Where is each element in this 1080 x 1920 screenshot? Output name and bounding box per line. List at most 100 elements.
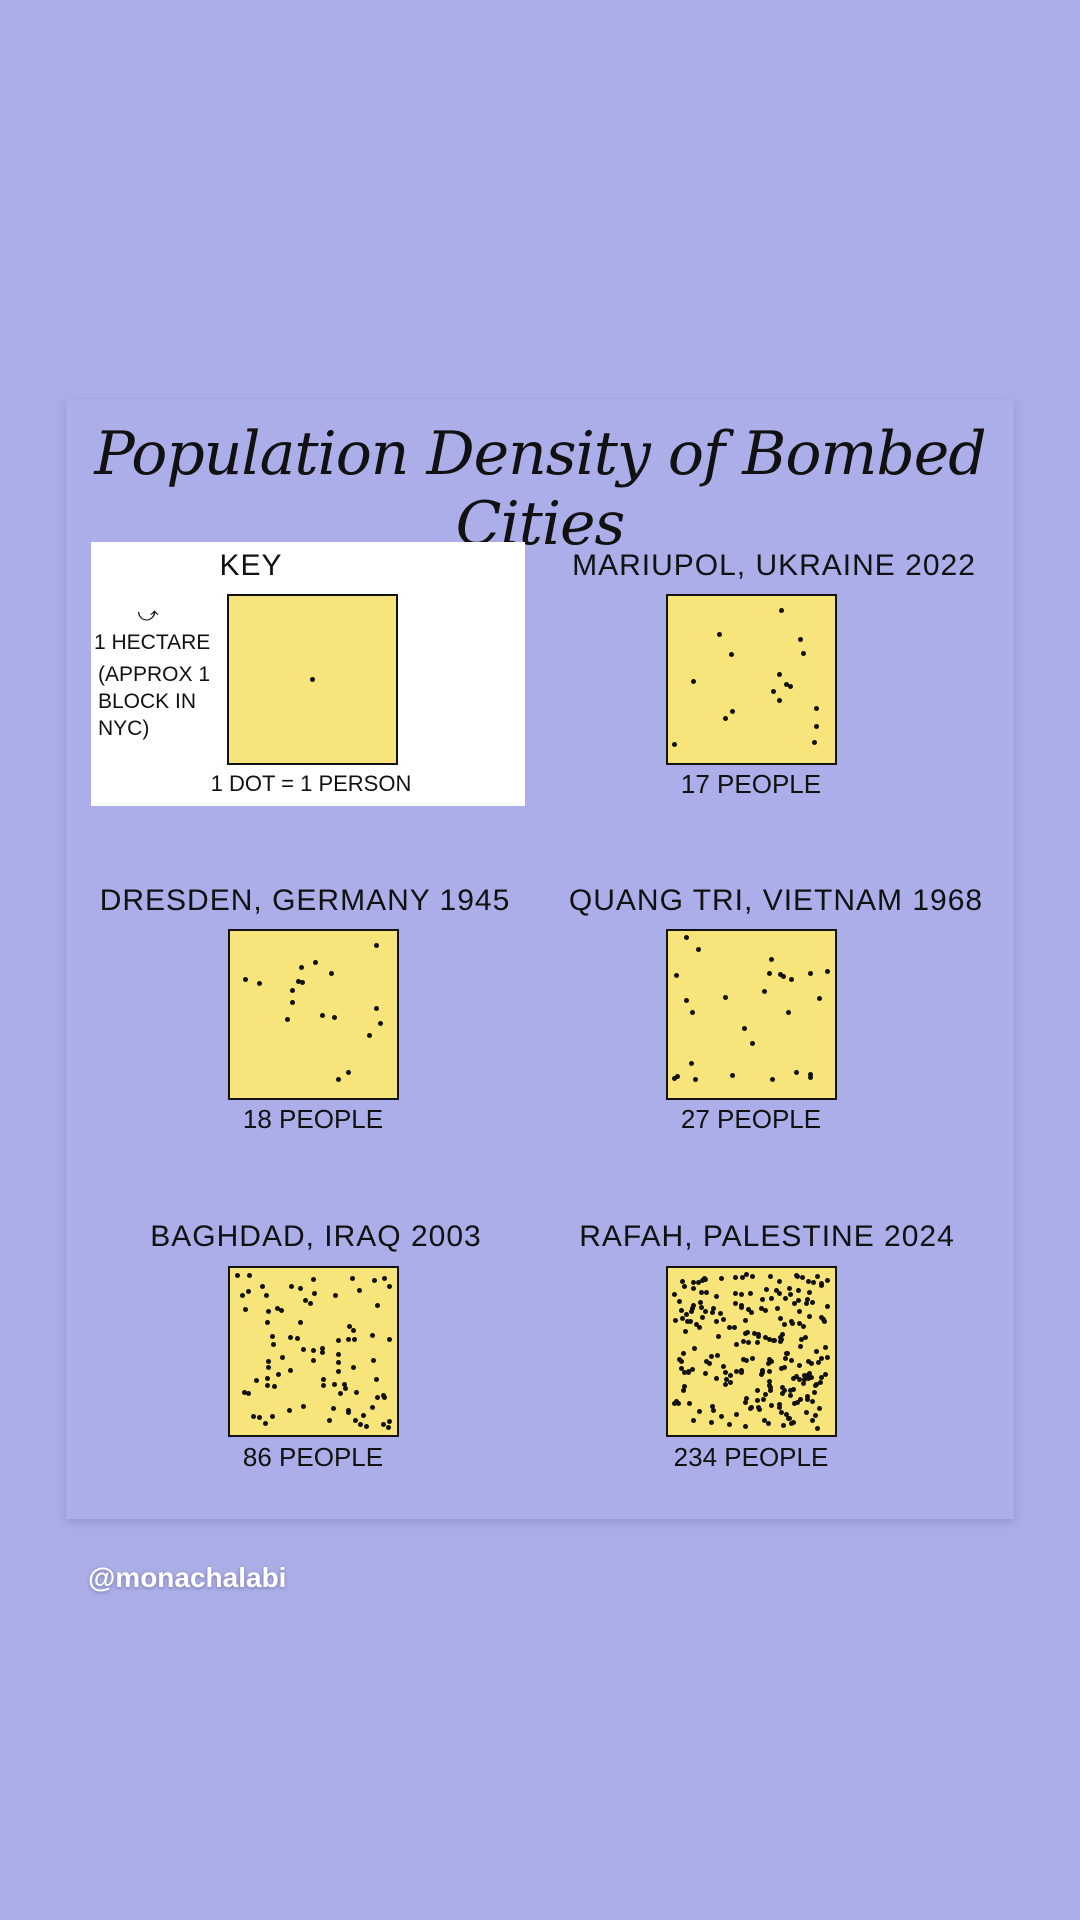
person-dot (785, 1351, 791, 1357)
person-dot (672, 1317, 678, 1323)
person-dot (716, 632, 722, 638)
person-dot (243, 1307, 249, 1313)
person-dot (375, 1302, 381, 1308)
person-dot (809, 1375, 815, 1381)
person-dot (678, 1307, 684, 1313)
person-dot (335, 1360, 341, 1366)
author-handle[interactable]: @monachalabi (88, 1562, 287, 1593)
person-dot (699, 1314, 705, 1320)
person-dot (691, 1345, 697, 1351)
person-dot (381, 1275, 387, 1281)
person-dot (783, 1356, 789, 1362)
person-dot (677, 1298, 683, 1304)
person-dot (683, 1312, 689, 1318)
person-dot (691, 1418, 697, 1424)
person-dot (320, 1350, 326, 1356)
person-dot (246, 1288, 252, 1294)
person-dot (381, 1393, 387, 1399)
person-dot (702, 1370, 708, 1376)
person-dot (805, 1397, 811, 1403)
person-dot (302, 1297, 308, 1303)
person-dot (254, 1377, 260, 1383)
person-dot (809, 1300, 815, 1306)
person-dot (717, 1311, 723, 1317)
person-dot (762, 988, 768, 994)
person-dot (768, 1274, 774, 1280)
person-dot (262, 1421, 268, 1427)
person-dot (803, 1334, 809, 1340)
person-dot (733, 1411, 739, 1417)
person-dot (738, 1304, 744, 1310)
person-dot (349, 1276, 355, 1281)
person-dot (787, 1285, 793, 1291)
person-dot (723, 1382, 729, 1388)
person-dot (810, 1417, 816, 1423)
person-dot (672, 1292, 678, 1298)
person-dot (297, 1286, 303, 1292)
person-dot (798, 1397, 804, 1403)
person-dot (816, 1405, 822, 1411)
person-dot (806, 1358, 812, 1364)
person-dot (797, 637, 803, 643)
person-dot (823, 1345, 829, 1351)
person-dot (738, 1367, 744, 1373)
person-dot (815, 1425, 821, 1431)
person-dot (280, 1355, 286, 1361)
person-dot (681, 1351, 686, 1357)
person-dot (345, 1337, 351, 1343)
person-dot (743, 1272, 749, 1278)
person-dot (691, 1280, 697, 1286)
person-dot (360, 1412, 366, 1418)
person-dot (714, 1352, 720, 1358)
person-dot (270, 1414, 276, 1420)
person-dot (809, 1361, 815, 1367)
person-dot (732, 1300, 738, 1306)
person-dot (690, 1010, 696, 1016)
person-dot (781, 1321, 787, 1327)
person-dot (747, 1405, 753, 1411)
person-dot (312, 1290, 318, 1296)
person-dot (689, 1061, 695, 1067)
person-dot (687, 1401, 693, 1407)
person-dot (777, 1290, 783, 1296)
person-dot (321, 1376, 327, 1382)
person-dot (798, 1337, 804, 1343)
person-dot (791, 1300, 797, 1306)
person-dot (711, 1407, 716, 1413)
person-dot (765, 1361, 771, 1367)
person-dot (745, 1329, 751, 1335)
person-dot (336, 1352, 342, 1358)
person-dot (769, 1296, 775, 1302)
person-dot (729, 709, 735, 715)
person-dot (689, 1308, 695, 1314)
person-dot (341, 1381, 347, 1387)
person-dot (275, 1371, 281, 1377)
person-dot (805, 1376, 811, 1382)
person-dot (778, 1410, 784, 1416)
person-dot (789, 1319, 795, 1325)
person-dot (373, 943, 379, 949)
person-dot (301, 1403, 307, 1409)
person-dot (780, 1423, 786, 1429)
person-dot (771, 688, 777, 694)
person-dot (777, 697, 783, 703)
person-dot (374, 1376, 380, 1382)
person-dot (387, 1337, 393, 1343)
person-dot (780, 1384, 786, 1390)
person-dot (328, 970, 334, 976)
person-dot (783, 1411, 789, 1417)
person-dot (275, 1306, 280, 1312)
person-dot (706, 1361, 712, 1367)
person-dot (690, 1303, 696, 1309)
person-dot (351, 1336, 357, 1342)
person-dot (749, 1355, 755, 1361)
person-dot (702, 1309, 708, 1315)
person-dot (800, 1381, 806, 1386)
person-dot (682, 1369, 688, 1375)
person-dot (755, 1331, 761, 1337)
person-dot (805, 1297, 811, 1303)
person-dot (336, 1369, 342, 1375)
count-label: 18 PEOPLE (242, 1104, 384, 1134)
person-dot (719, 1413, 725, 1419)
person-dot (812, 1413, 818, 1419)
